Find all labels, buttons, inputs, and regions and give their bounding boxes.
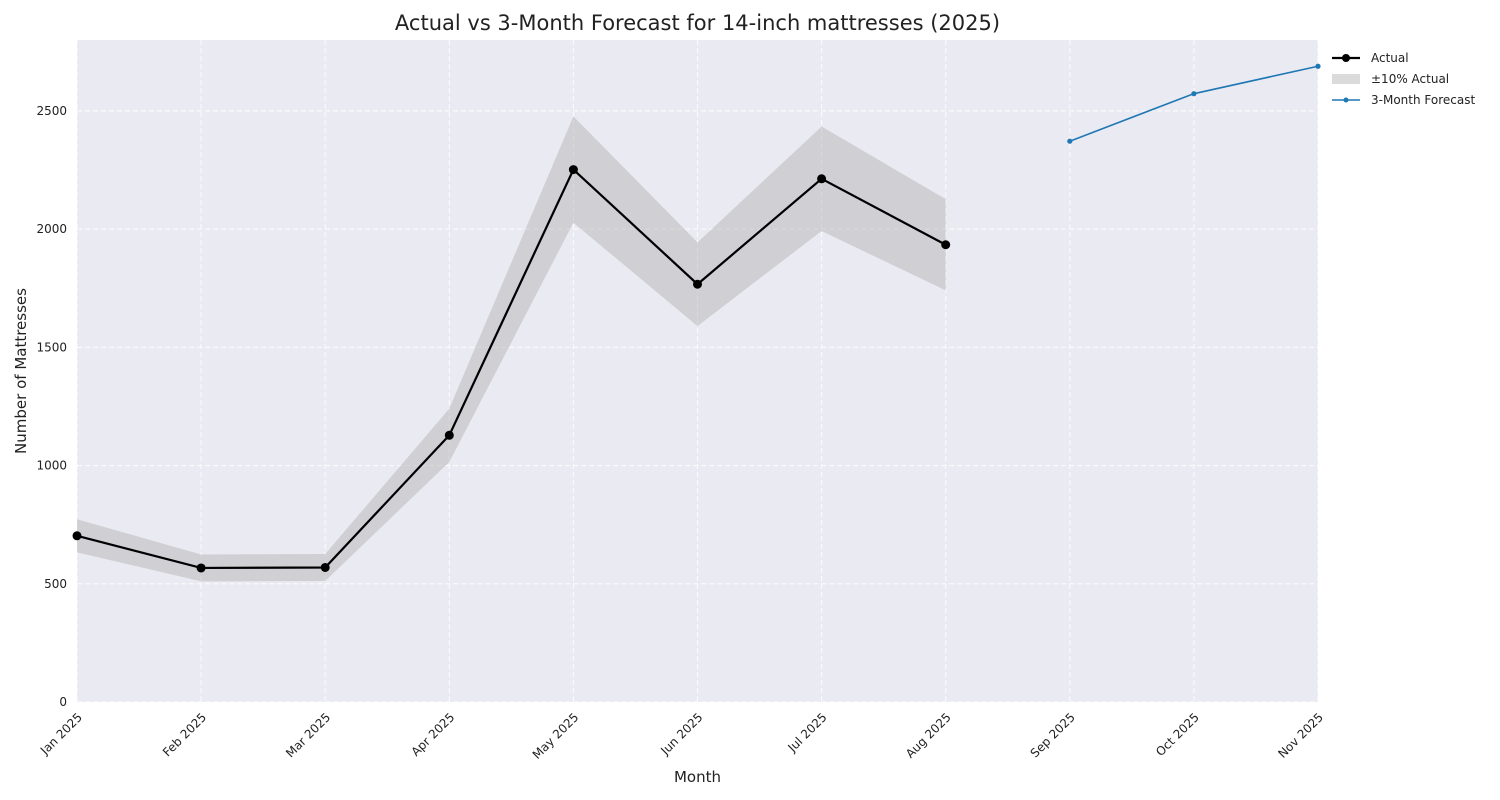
data-point bbox=[1315, 63, 1321, 69]
series-lines bbox=[72, 63, 1321, 573]
series-line bbox=[76, 167, 947, 570]
legend: Actual ±10% Actual 3-Month Forecast bbox=[1332, 51, 1475, 107]
y-tick-label: 2500 bbox=[36, 104, 67, 118]
legend-label: ±10% Actual bbox=[1371, 72, 1449, 86]
data-point bbox=[941, 240, 951, 250]
x-tick-label: May 2025 bbox=[530, 710, 582, 762]
legend-swatch bbox=[1332, 74, 1360, 84]
x-tick-label: Jun 2025 bbox=[657, 710, 705, 758]
data-point bbox=[1191, 91, 1197, 97]
legend-label: Actual bbox=[1371, 51, 1409, 65]
x-tick-label: Sep 2025 bbox=[1028, 710, 1078, 760]
data-point bbox=[817, 174, 827, 184]
data-point bbox=[568, 165, 578, 175]
data-point bbox=[444, 430, 454, 440]
data-point bbox=[693, 279, 702, 289]
x-tick-label: Apr 2025 bbox=[408, 710, 457, 759]
x-tick-label: Jul 2025 bbox=[785, 710, 830, 755]
y-tick-label: 500 bbox=[44, 577, 67, 591]
x-tick-label: Nov 2025 bbox=[1275, 710, 1326, 761]
x-tick-label: Aug 2025 bbox=[903, 710, 954, 761]
y-tick-label: 2000 bbox=[36, 222, 67, 236]
x-tick-label: Mar 2025 bbox=[283, 710, 333, 760]
legend-marker bbox=[1342, 54, 1350, 62]
data-point bbox=[72, 531, 82, 541]
data-point bbox=[196, 563, 206, 573]
band-area bbox=[77, 116, 946, 582]
data-point bbox=[1067, 138, 1073, 144]
x-axis-title: Month bbox=[674, 768, 721, 786]
chart-title: Actual vs 3-Month Forecast for 14-inch m… bbox=[395, 11, 1000, 35]
x-tick-label: Jan 2025 bbox=[37, 710, 85, 758]
confidence-band bbox=[77, 116, 946, 582]
x-tick-label: Feb 2025 bbox=[160, 710, 209, 759]
y-axis-title: Number of Mattresses bbox=[12, 288, 30, 454]
y-tick-label: 1000 bbox=[36, 459, 67, 473]
legend-label: 3-Month Forecast bbox=[1371, 93, 1475, 107]
grid bbox=[76, 40, 1319, 703]
data-point bbox=[320, 562, 330, 572]
y-tick-label: 1500 bbox=[36, 340, 67, 354]
x-tick-label: Oct 2025 bbox=[1153, 710, 1202, 759]
y-tick-label: 0 bbox=[59, 695, 67, 709]
legend-marker bbox=[1343, 97, 1349, 103]
